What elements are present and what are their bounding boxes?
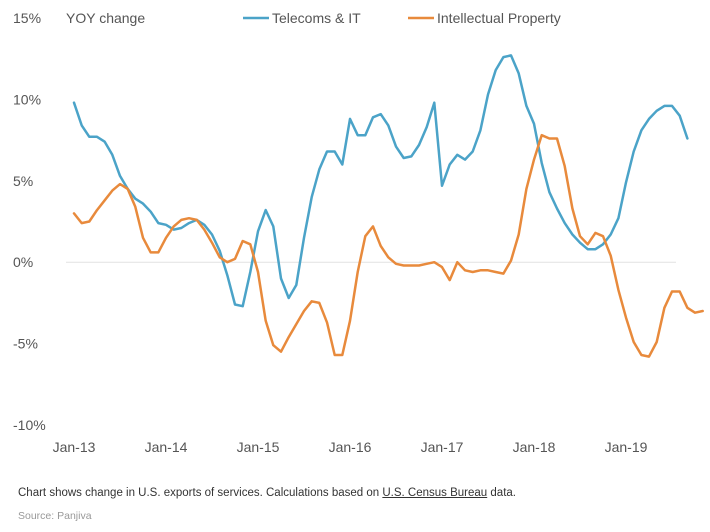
x-tick-label: Jan-14 xyxy=(145,439,188,455)
chart-footnote: Chart shows change in U.S. exports of se… xyxy=(18,487,516,499)
y-tick-label: 5% xyxy=(13,173,33,189)
y-tick-label: 15% xyxy=(13,10,41,26)
legend-label-intellectual-property: Intellectual Property xyxy=(437,10,561,26)
x-tick-label: Jan-15 xyxy=(237,439,280,455)
y-tick-label: -10% xyxy=(13,417,46,433)
legend: Telecoms & IT Intellectual Property xyxy=(243,10,561,26)
y-tick-label: -5% xyxy=(13,336,38,352)
yoy-line-chart: 15%10%5%0%-5%-10% Jan-13 Jan-14 Jan-15 Jan-… xyxy=(13,10,704,455)
series-line-telecoms-it xyxy=(72,54,689,308)
footnote-text-before: Chart shows change in U.S. exports of se… xyxy=(18,487,383,499)
series-layer xyxy=(72,54,704,358)
x-tick-label: Jan-16 xyxy=(329,439,372,455)
y-axis: 15% 10% 5% 0% -5% -10% xyxy=(13,10,46,433)
series-line-intellectual-property xyxy=(72,133,704,358)
census-bureau-link[interactable]: U.S. Census Bureau xyxy=(382,487,488,499)
legend-label-telecoms-it: Telecoms & IT xyxy=(272,10,361,26)
x-axis: Jan-13 Jan-14 Jan-15 Jan-16 Jan-17 Jan-18 Jan-… xyxy=(53,439,648,455)
y-tick-label: 10% xyxy=(13,91,41,107)
y-tick-label: 0% xyxy=(13,254,33,270)
source-note: Source: Panjiva xyxy=(18,510,92,522)
x-tick-label: Jan-13 xyxy=(53,439,96,455)
x-tick-label: Jan-19 xyxy=(605,439,648,455)
y-axis-label: YOY change xyxy=(66,10,145,26)
footnote-text-after: data. xyxy=(487,487,516,499)
x-tick-label: Jan-17 xyxy=(421,439,464,455)
x-tick-label: Jan-18 xyxy=(513,439,556,455)
